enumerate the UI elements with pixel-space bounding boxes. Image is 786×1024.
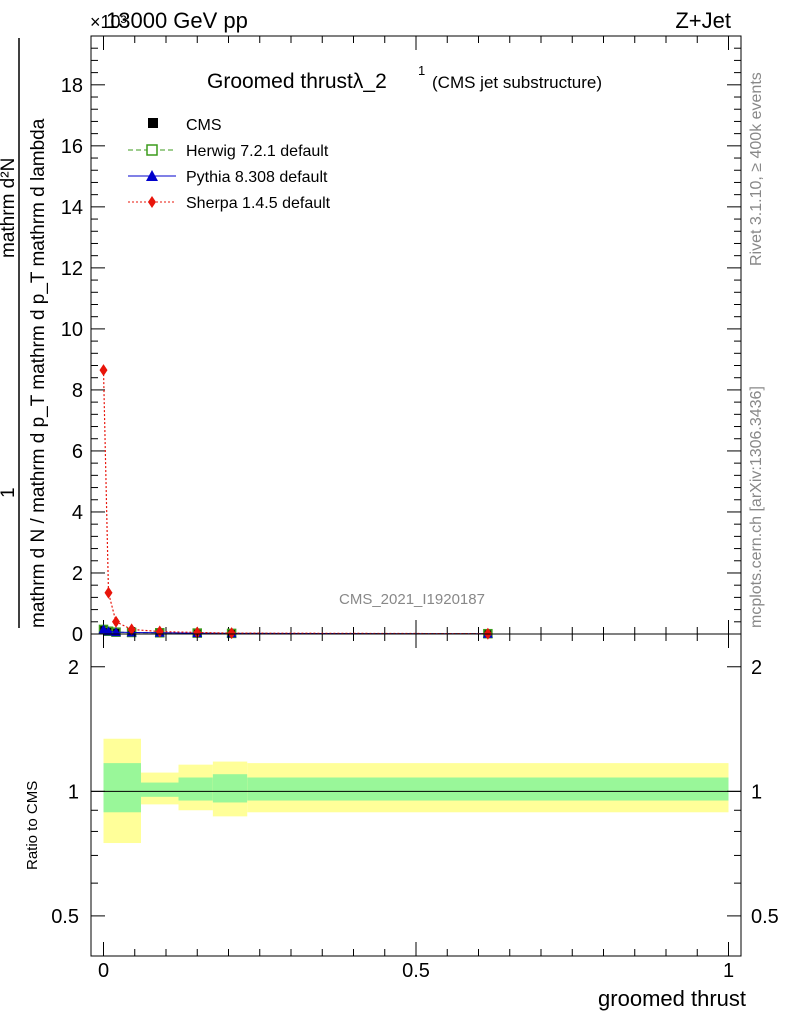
data-point-sherpa [193,626,202,639]
main-ytick-label: 6 [72,441,83,463]
main-ytick-label: 8 [72,380,83,402]
ratio-plot: 0.5 0.5 1 1 2 2 0 0.5 1 Ratio to CMS groomed thr… [24,633,779,1011]
legend-entry-sherpa: Sherpa 1.4.5 default [128,195,331,212]
main-title: Groomed thrustλ_2 [207,70,387,93]
x-tick-label: 0 [98,960,109,982]
main-subtitle: (CMS jet substructure) [432,73,602,92]
legend-entry-herwig: Herwig 7.2.1 default [128,143,329,160]
ratio-ytick-label: 0.5 [51,906,79,928]
data-point-sherpa [104,586,113,599]
x-tick-label: 1 [723,960,734,982]
ratio-stat-uncertainty-band [103,763,141,813]
data-point-sherpa [155,625,164,638]
main-ticks: 0 2 4 6 8 10 12 14 16 18 [61,35,741,646]
main-ytick-label: 2 [72,563,83,585]
main-ytick-label: 14 [61,197,83,219]
legend-marker-sherpa [148,196,156,208]
process-label: Z+Jet [675,8,731,33]
legend-label-herwig: Herwig 7.2.1 default [186,143,329,160]
series-line-3 [102,370,488,635]
x-axis-label: groomed thrust [598,986,746,1011]
watermark: CMS_2021_I1920187 [339,591,485,608]
data-point-sherpa [127,623,136,636]
mcplots-label: mcplots.cern.ch [arXiv:1306.3436] [748,386,765,628]
main-ylabel-numerator: 1 [0,487,19,498]
main-ytick-label: 10 [61,319,83,341]
legend-label-cms: CMS [186,117,222,134]
main-plot: 0 2 4 6 8 10 12 14 16 18 Groomed thrustλ_2 1 (CMS… [0,35,742,646]
ratio-stat-uncertainty-band [141,782,179,797]
x-tick-label: 0.5 [402,960,430,982]
legend-marker-cms [148,118,158,128]
rivet-label: Rivet 3.1.10, ≥ 400k events [748,72,765,266]
ratio-ticks: 0.5 0.5 1 1 2 2 0 0.5 1 [51,634,779,982]
ratio-ytick-label-right: 1 [751,781,762,803]
main-ytick-label: 18 [61,75,83,97]
ratio-frame [90,633,742,957]
main-ytick-label: 12 [61,258,83,280]
legend-marker-pythia [146,170,158,181]
main-ylabel-denominator: mathrm d N / mathrm d p_T mathrm d p_T m… [28,118,49,628]
legend-entry-pythia: Pythia 8.308 default [128,169,328,186]
ratio-bands [103,738,729,844]
ratio-ytick-label: 1 [68,781,79,803]
ratio-stat-uncertainty-band [247,777,729,801]
main-ylabel-numerator-top: mathrm d²N [0,158,19,258]
legend-entry-cms: CMS [148,117,222,134]
ratio-ytick-label: 2 [68,657,79,679]
data-point-pythia [103,626,114,636]
ratio-ylabel: Ratio to CMS [24,781,41,870]
energy-label: 13000 GeV pp [106,8,248,33]
main-ytick-label: 0 [72,624,83,646]
main-ytick-label: 4 [72,502,83,524]
ratio-ytick-label-right: 0.5 [751,906,779,928]
ratio-stat-uncertainty-band [212,774,248,803]
data-point-sherpa [112,615,120,628]
main-ytick-label: 16 [61,136,83,158]
main-title-sup: 1 [418,63,425,78]
ratio-stat-uncertainty-band [178,777,213,801]
data-point-sherpa [99,364,108,377]
legend-label-pythia: Pythia 8.308 default [186,169,328,186]
ratio-ytick-label-right: 2 [751,657,762,679]
data-point-sherpa [227,627,236,640]
main-ylabel: mathrm d N / mathrm d p_T mathrm d p_T m… [0,38,49,628]
y-exponent-label: ×10³ [90,12,127,32]
legend-marker-herwig [146,144,158,156]
legend: CMS Herwig 7.2.1 default Pythia 8.308 de… [128,117,331,212]
legend-label-sherpa: Sherpa 1.4.5 default [186,195,331,212]
